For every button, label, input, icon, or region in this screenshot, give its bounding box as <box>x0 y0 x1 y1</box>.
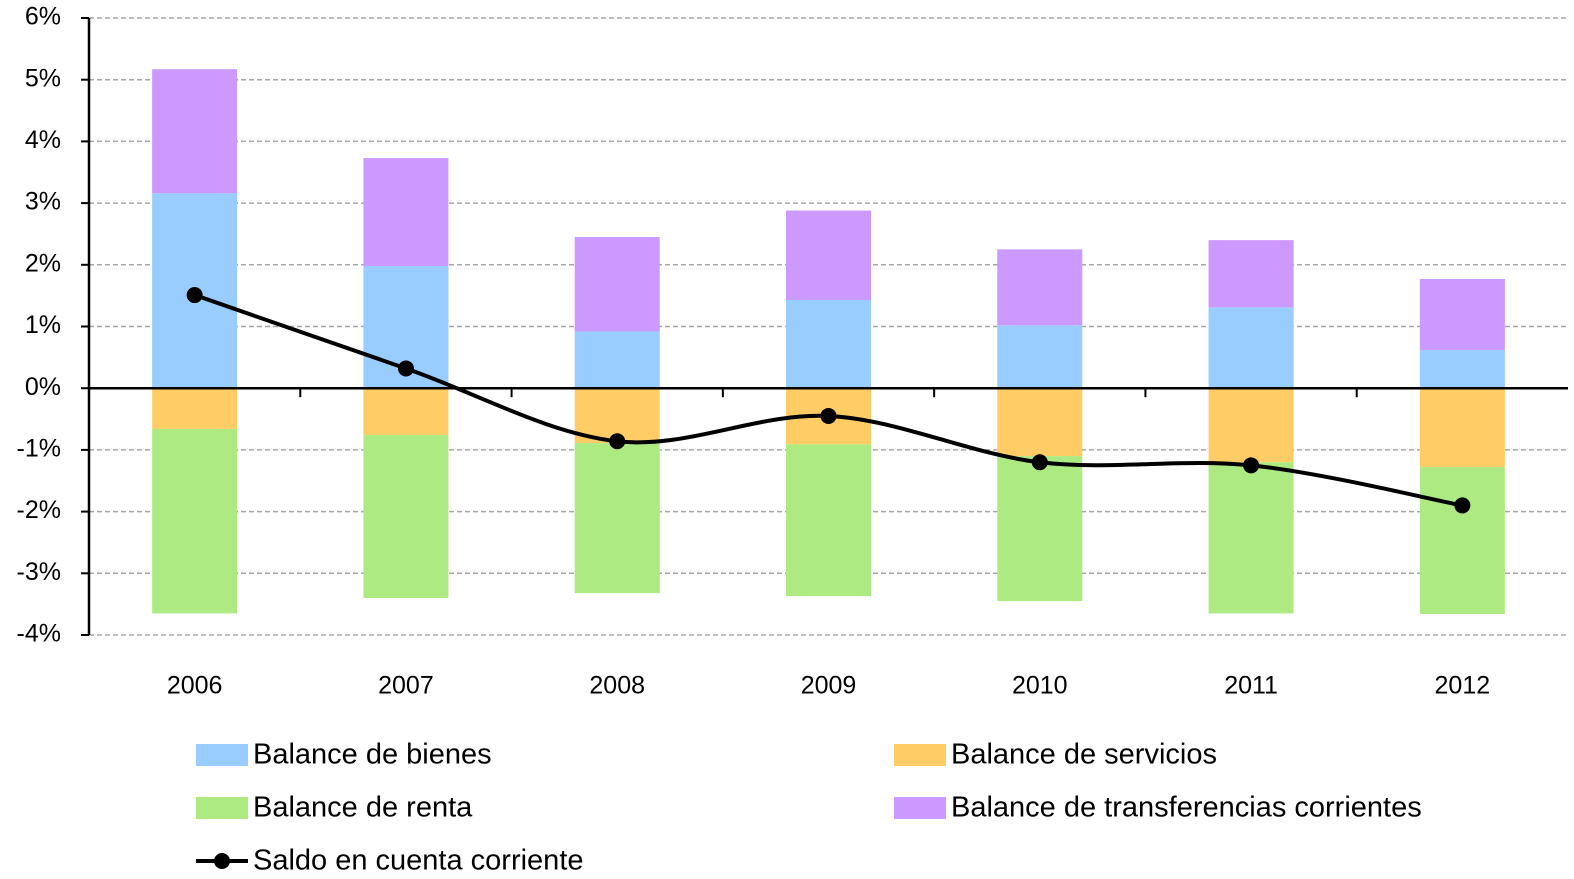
bar-segment <box>1419 278 1505 350</box>
bar-segment <box>997 456 1083 602</box>
x-tick-label: 2012 <box>1435 672 1491 700</box>
bar-segment <box>997 249 1083 326</box>
legend-label: Saldo en cuenta corriente <box>253 845 584 877</box>
y-tick-label: -4% <box>17 620 61 648</box>
line-marker <box>820 407 837 424</box>
line-marker <box>1243 457 1260 474</box>
x-tick-label: 2011 <box>1224 672 1278 700</box>
bar-segment <box>152 388 238 429</box>
y-tick-label: 5% <box>25 64 61 92</box>
bar-segment <box>1419 349 1505 389</box>
y-tick-label: 0% <box>25 373 61 401</box>
x-tick-label: 2006 <box>167 672 223 700</box>
legend-label: Balance de transferencias corrientes <box>951 792 1422 824</box>
line-marker <box>1454 497 1471 514</box>
x-tick-label: 2009 <box>801 672 857 700</box>
bar-segment <box>363 435 449 598</box>
bar-segment <box>786 444 871 597</box>
bar-segment <box>363 388 449 436</box>
bar-segment <box>997 325 1083 389</box>
y-tick-label: 2% <box>25 249 61 277</box>
bar-segment <box>574 443 660 594</box>
bar-segment <box>574 237 660 332</box>
legend-swatch <box>894 797 946 819</box>
bar-segment <box>152 69 238 194</box>
bar-segment <box>1208 388 1294 463</box>
bar-segment <box>1208 307 1294 389</box>
x-tick-label: 2007 <box>378 672 434 700</box>
legend-label: Balance de servicios <box>951 739 1217 771</box>
line-marker <box>186 287 203 304</box>
bar-segment <box>1419 467 1505 615</box>
legend-marker <box>214 853 230 869</box>
legend-swatch <box>894 744 946 766</box>
legend-swatch <box>196 744 248 766</box>
y-tick-label: 1% <box>25 311 61 339</box>
line-marker <box>397 360 414 377</box>
bar-segment <box>1419 388 1505 468</box>
bar-segment <box>786 210 871 300</box>
x-tick-label: 2008 <box>589 672 645 700</box>
bar-segment <box>997 388 1083 457</box>
bar-segment <box>1208 462 1294 614</box>
bar-segment <box>363 158 449 267</box>
line-marker <box>1031 454 1048 471</box>
bar-segment <box>574 331 660 389</box>
x-tick-label: 2010 <box>1012 672 1068 700</box>
legend-label: Balance de bienes <box>253 739 492 771</box>
legend-swatch <box>196 797 248 819</box>
bar-segment <box>1208 240 1294 308</box>
y-tick-label: 4% <box>25 126 61 154</box>
y-tick-label: 6% <box>25 3 61 31</box>
y-tick-label: 3% <box>25 188 61 216</box>
legend-label: Balance de renta <box>253 792 473 824</box>
line-marker <box>609 433 626 450</box>
y-tick-label: -1% <box>17 435 61 463</box>
y-tick-label: -3% <box>17 558 61 586</box>
bar-segment <box>152 428 238 614</box>
y-tick-label: -2% <box>17 496 61 524</box>
bar-segment <box>786 299 871 389</box>
